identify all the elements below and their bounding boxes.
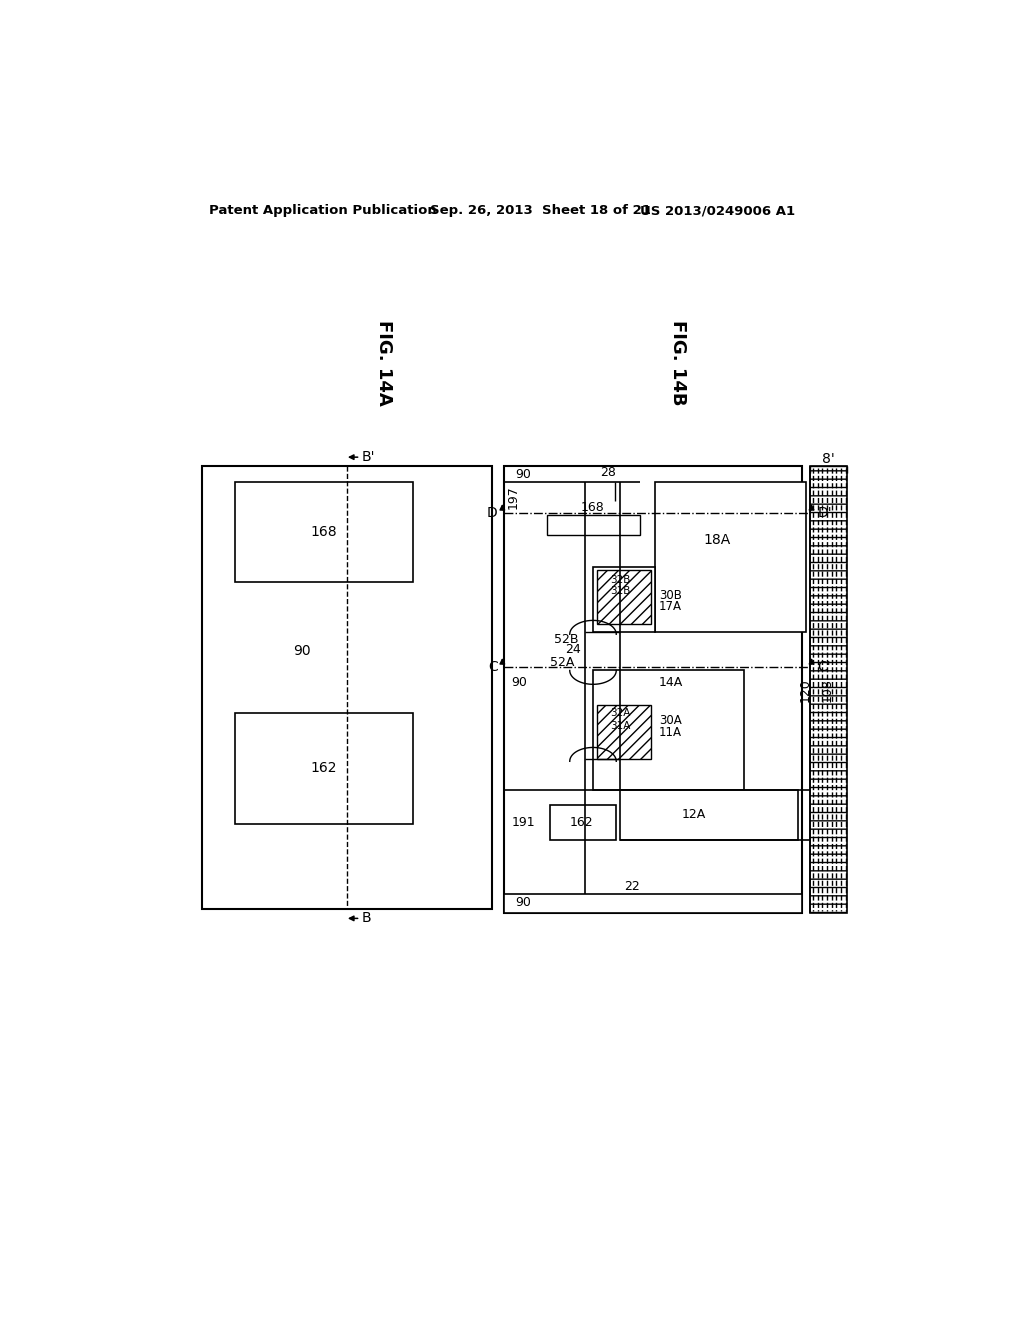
Text: 30B: 30B xyxy=(659,589,682,602)
Bar xyxy=(202,466,493,909)
Text: 120: 120 xyxy=(799,678,812,701)
Text: 30A: 30A xyxy=(659,714,682,727)
Bar xyxy=(504,894,802,913)
Text: 191: 191 xyxy=(511,816,536,829)
Text: 32A: 32A xyxy=(610,708,631,718)
Bar xyxy=(593,671,744,789)
Bar xyxy=(550,805,616,840)
Text: B': B' xyxy=(362,450,376,465)
Bar xyxy=(621,789,799,840)
Text: 17A: 17A xyxy=(659,601,682,612)
Text: 162: 162 xyxy=(311,762,337,775)
Text: 12A: 12A xyxy=(682,808,706,821)
Text: 90: 90 xyxy=(515,467,531,480)
Text: FIG. 14A: FIG. 14A xyxy=(375,319,393,405)
Text: 162: 162 xyxy=(569,816,593,829)
Text: 197: 197 xyxy=(507,486,519,510)
Text: 108: 108 xyxy=(820,677,834,702)
Text: FIG. 14B: FIG. 14B xyxy=(670,319,687,405)
Bar xyxy=(547,515,640,535)
Bar xyxy=(234,713,414,825)
Bar xyxy=(810,466,847,913)
Bar xyxy=(504,466,802,913)
Bar xyxy=(655,482,806,632)
Text: C: C xyxy=(487,660,498,673)
Text: 14A: 14A xyxy=(658,676,683,689)
Text: 31B: 31B xyxy=(610,586,631,597)
Text: D': D' xyxy=(818,506,833,520)
Text: 52B: 52B xyxy=(554,634,579,647)
Text: 31A: 31A xyxy=(610,721,631,731)
Bar xyxy=(593,566,655,632)
Text: B: B xyxy=(362,911,372,925)
Text: 22: 22 xyxy=(624,879,640,892)
Text: 52A: 52A xyxy=(550,656,574,669)
Text: 28: 28 xyxy=(600,466,616,479)
Bar xyxy=(597,705,651,759)
Text: 32B: 32B xyxy=(610,576,631,585)
Text: Patent Application Publication: Patent Application Publication xyxy=(209,205,437,218)
Text: US 2013/0249006 A1: US 2013/0249006 A1 xyxy=(640,205,795,218)
Bar xyxy=(234,482,414,582)
Text: C': C' xyxy=(818,660,831,673)
Text: 168: 168 xyxy=(582,500,605,513)
Text: D: D xyxy=(487,506,498,520)
Text: 11A: 11A xyxy=(659,726,682,739)
Text: 90: 90 xyxy=(515,896,531,909)
Text: 8': 8' xyxy=(822,451,835,466)
Text: 90: 90 xyxy=(511,676,527,689)
Text: 24: 24 xyxy=(565,643,581,656)
Text: 168: 168 xyxy=(310,525,337,539)
Text: Sep. 26, 2013  Sheet 18 of 21: Sep. 26, 2013 Sheet 18 of 21 xyxy=(430,205,651,218)
Text: 90: 90 xyxy=(294,644,311,659)
Text: 18A: 18A xyxy=(703,532,731,546)
Bar xyxy=(597,570,651,624)
